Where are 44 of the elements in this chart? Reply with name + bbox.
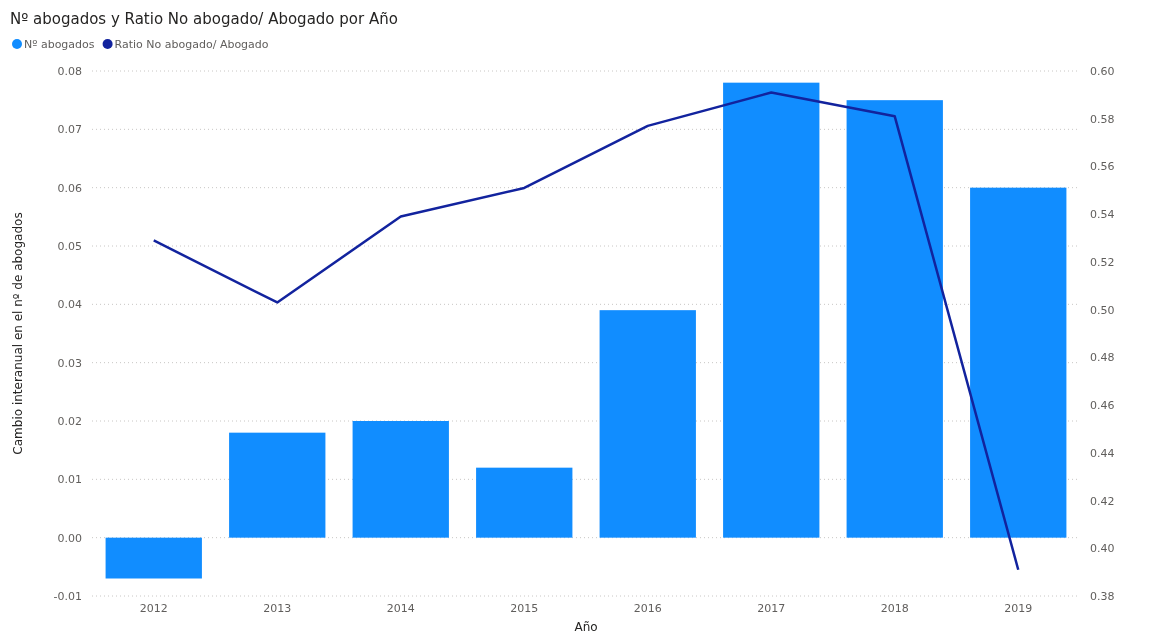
y-tick-label: 0.00	[57, 531, 82, 545]
bar	[476, 467, 573, 538]
bar	[723, 82, 820, 538]
bar	[352, 421, 449, 538]
y-tick-label: 0.03	[57, 356, 82, 370]
y-tick-label: 0.06	[57, 181, 82, 195]
chart-title: Nº abogados y Ratio No abogado/ Abogado por Año	[10, 10, 398, 28]
y-tick-label: 0.04	[57, 298, 82, 312]
y2-tick-label: 0.52	[1090, 255, 1115, 269]
y-tick-label: -0.01	[53, 590, 82, 603]
y2-tick-label: 0.60	[1090, 65, 1115, 78]
x-tick-label: 2018	[880, 602, 909, 615]
y2-tick-label: 0.40	[1090, 542, 1115, 556]
x-tick-label: 2012	[139, 602, 168, 615]
y-tick-label: 0.08	[57, 65, 82, 78]
y-tick-label: 0.07	[57, 123, 82, 137]
x-axis-title: Año	[574, 620, 598, 634]
y-tick-label: 0.01	[57, 473, 82, 487]
y2-tick-label: 0.44	[1090, 446, 1115, 460]
x-tick-label: 2019	[1004, 602, 1033, 615]
legend-label: Nº abogados	[24, 38, 95, 51]
y2-tick-label: 0.48	[1090, 351, 1115, 365]
y2-tick-label: 0.46	[1090, 399, 1115, 413]
y-tick-label: 0.02	[57, 415, 82, 428]
line-series	[152, 91, 1020, 571]
x-tick-label: 2014	[386, 602, 415, 615]
y2-tick-label: 0.56	[1090, 160, 1115, 174]
y2-tick-label: 0.50	[1090, 303, 1115, 317]
y-tick-label: 0.05	[57, 240, 82, 253]
x-tick-label: 2013	[263, 602, 292, 615]
bar	[846, 100, 943, 538]
y2-tick-label: 0.42	[1090, 494, 1115, 508]
bar	[599, 310, 696, 538]
x-tick-label: 2015	[510, 602, 539, 615]
bar	[105, 537, 202, 579]
bar	[229, 432, 326, 538]
legend-label: Ratio No abogado/ Abogado	[114, 38, 269, 51]
y2-tick-label: 0.54	[1090, 208, 1115, 222]
x-tick-label: 2016	[633, 602, 662, 615]
y2-tick-label: 0.58	[1090, 112, 1115, 126]
y2-tick-label: 0.38	[1090, 590, 1115, 603]
y-axis-title: Cambio interanual en el nº de abogados	[11, 212, 25, 455]
bar	[970, 187, 1067, 538]
x-tick-label: 2017	[757, 602, 786, 615]
